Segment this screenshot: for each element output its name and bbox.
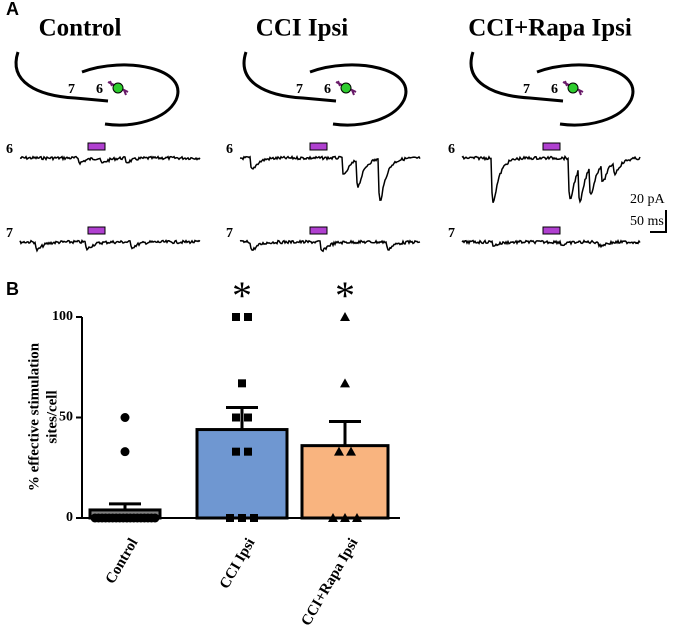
trace-label: 7 (6, 226, 13, 241)
stimulus-marker (87, 142, 106, 151)
stimulus-marker (87, 226, 106, 235)
error-bar (226, 405, 258, 430)
x-tick-label: CCI+Rapa Ipsi (298, 536, 361, 627)
bar (300, 444, 390, 520)
current-trace (239, 239, 421, 253)
data-point (334, 446, 344, 456)
cortex-outline (469, 51, 564, 103)
x-tick-label: Control (103, 536, 142, 587)
trace-label: 6 (6, 142, 13, 157)
data-point (232, 313, 240, 321)
trace-label: 6 (226, 142, 233, 157)
diagram-label: 7 (296, 82, 303, 97)
y-tick-label: 0 (66, 510, 73, 525)
diagram-label: 6 (551, 82, 558, 97)
trace-label: 6 (448, 142, 455, 157)
hippocampus-outline (81, 63, 180, 127)
panel-label: B (6, 279, 19, 299)
hippocampus-outline (309, 63, 408, 127)
data-point (340, 378, 350, 388)
y-tick-label: 100 (52, 309, 73, 324)
column-title: Control (39, 15, 122, 42)
hippocampus-outline (536, 63, 635, 127)
y-axis-label: % effective stimulation (26, 342, 42, 491)
data-point (244, 413, 252, 422)
x-tick-label: CCI Ipsi (217, 536, 259, 592)
data-point (250, 514, 258, 522)
data-point (226, 514, 234, 522)
scale-bar (650, 210, 667, 233)
stimulus-marker (309, 226, 328, 235)
current-trace (19, 238, 201, 253)
current-trace (19, 155, 201, 166)
data-point (238, 514, 246, 522)
recorded-cell (112, 82, 124, 94)
data-point (244, 447, 252, 456)
data-point (352, 513, 362, 522)
stimulus-marker (542, 226, 561, 235)
data-point (120, 447, 130, 457)
stimulus-marker (309, 142, 328, 151)
data-point (150, 513, 160, 523)
diagram-label: 7 (68, 82, 75, 97)
recorded-cell (340, 82, 352, 94)
data-point (340, 312, 350, 321)
significance-marker: * (335, 273, 355, 318)
stimulus-marker (542, 142, 561, 151)
y-tick-label: 50 (59, 410, 73, 425)
data-point (232, 447, 240, 456)
y-axis-label: sites/cell (44, 390, 60, 443)
recorded-cell (567, 82, 579, 94)
data-point (120, 413, 130, 422)
diagram-label: 7 (523, 82, 530, 97)
column-title: CCI Ipsi (256, 15, 348, 42)
current-trace (461, 238, 641, 249)
data-point (244, 313, 252, 321)
trace-label: 7 (226, 226, 233, 241)
data-point (232, 413, 240, 422)
data-point (328, 513, 338, 522)
data-point (340, 513, 350, 522)
error-bar (109, 502, 141, 510)
significance-marker: * (232, 273, 252, 318)
trace-label: 7 (448, 226, 455, 241)
cortex-outline (242, 51, 337, 103)
panel-label: A (6, 0, 19, 19)
current-trace (239, 154, 421, 202)
scale-label: 20 pA (630, 192, 666, 207)
data-point (238, 379, 246, 388)
error-bar (329, 420, 361, 446)
scale-label: 50 ms (630, 214, 664, 229)
current-trace (461, 154, 641, 204)
column-title: CCI+Rapa Ipsi (468, 15, 632, 42)
bar (195, 428, 289, 520)
cortex-outline (14, 51, 109, 103)
diagram-label: 6 (324, 82, 331, 97)
diagram-label: 6 (96, 82, 103, 97)
data-point (346, 446, 356, 456)
